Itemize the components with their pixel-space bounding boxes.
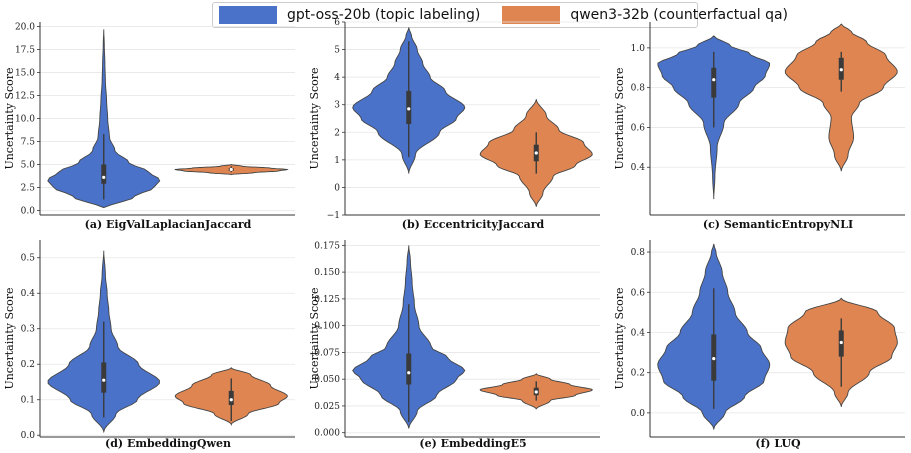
y-tick-label: 15.0 bbox=[15, 69, 35, 79]
legend-item-gpt-oss: gpt-oss-20b (topic labeling) bbox=[219, 6, 480, 24]
legend-swatch-gpt-oss bbox=[219, 6, 277, 24]
y-tick-label: 0.075 bbox=[314, 348, 340, 358]
y-tick-label: 3 bbox=[334, 101, 340, 111]
y-axis-label: Uncertainty Score bbox=[3, 287, 16, 389]
y-tick-label: 0.0 bbox=[21, 431, 36, 441]
median-qwen bbox=[229, 398, 233, 402]
y-tick-label: 17.5 bbox=[15, 46, 35, 56]
median-gpt-oss bbox=[712, 78, 716, 82]
y-tick-label: 0.050 bbox=[314, 375, 340, 385]
median-gpt-oss bbox=[102, 175, 106, 179]
panel-title: (a) EigValLaplacianJaccard bbox=[85, 218, 252, 231]
y-tick-label: 0.0 bbox=[631, 409, 646, 419]
y-tick-label: 5.0 bbox=[21, 160, 36, 170]
panel-2: −1 0 1 2 3 4 5 6 Uncertainty Score (b) Eccentrici… bbox=[308, 18, 600, 231]
iqr-box-gpt-oss bbox=[711, 67, 717, 98]
y-axis-label: Uncertainty Score bbox=[613, 287, 626, 389]
y-tick-label: 0.000 bbox=[314, 429, 340, 439]
iqr-box-gpt-oss bbox=[406, 353, 412, 385]
y-tick-label: 0.2 bbox=[631, 369, 645, 379]
panel-3: 0.4 0.6 0.8 1.0 Uncertainty Score (c) Semanti… bbox=[613, 22, 905, 231]
y-tick-label: 2 bbox=[334, 128, 340, 138]
panel-1: 0.0 2.5 5.0 7.5 10.0 12.5 15.0 17.5 20.0 Uncertai… bbox=[3, 22, 295, 231]
panel-title: (b) EccentricityJaccard bbox=[402, 218, 545, 231]
legend-label-qwen: qwen3-32b (counterfactual qa) bbox=[570, 7, 789, 23]
y-axis-label: Uncertainty Score bbox=[308, 67, 321, 169]
y-tick-label: 5 bbox=[334, 46, 340, 56]
panel-5: 0.000 0.025 0.050 0.075 0.100 0.125 0.150 0.175… bbox=[308, 240, 600, 450]
panel-title: (c) SemanticEntropyNLI bbox=[703, 218, 853, 231]
iqr-box-gpt-oss bbox=[101, 362, 107, 393]
panel-6: 0.0 0.2 0.4 0.6 0.8 Uncertainty Score (f) LUQ bbox=[613, 240, 905, 450]
iqr-box-qwen bbox=[228, 390, 234, 406]
violin-qwen bbox=[784, 23, 898, 172]
legend-swatch-qwen bbox=[502, 6, 561, 24]
panel-title: (f) LUQ bbox=[755, 437, 801, 450]
median-gpt-oss bbox=[407, 371, 411, 375]
y-tick-label: 0 bbox=[334, 183, 340, 193]
y-tick-label: 0.8 bbox=[631, 248, 646, 258]
y-tick-label: 0.6 bbox=[631, 123, 646, 133]
panel-title: (d) EmbeddingQwen bbox=[105, 437, 231, 450]
y-tick-label: 10.0 bbox=[15, 115, 35, 125]
y-tick-label: 0.100 bbox=[314, 322, 340, 332]
median-qwen bbox=[839, 340, 843, 345]
y-tick-label: 0.8 bbox=[631, 84, 646, 94]
y-tick-label: 0.4 bbox=[21, 289, 36, 299]
y-tick-label: 0.4 bbox=[631, 163, 646, 173]
median-qwen bbox=[229, 167, 233, 172]
y-tick-label: 0.3 bbox=[21, 325, 36, 335]
y-tick-label: 0.0 bbox=[21, 206, 36, 216]
median-gpt-oss bbox=[102, 378, 106, 382]
legend: gpt-oss-20b (topic labeling) qwen3-32b (… bbox=[212, 2, 788, 28]
median-qwen bbox=[839, 68, 843, 72]
y-tick-label: 0.175 bbox=[314, 241, 340, 251]
y-tick-label: 0.4 bbox=[631, 328, 646, 338]
violin-gpt-oss bbox=[47, 29, 161, 209]
panel-4: 0.0 0.1 0.2 0.3 0.4 0.5 Uncertainty Score (d) E… bbox=[3, 240, 295, 450]
y-axis-label: Uncertainty Score bbox=[308, 287, 321, 389]
y-tick-label: 0.125 bbox=[314, 295, 340, 305]
y-tick-label: 6 bbox=[334, 18, 340, 28]
y-tick-label: 20.0 bbox=[15, 23, 35, 33]
y-tick-label: −1 bbox=[327, 211, 340, 221]
y-tick-label: 0.150 bbox=[314, 268, 340, 278]
median-qwen bbox=[534, 151, 538, 155]
y-tick-label: 0.5 bbox=[21, 254, 36, 264]
y-tick-label: 0.2 bbox=[21, 360, 35, 370]
legend-label-gpt-oss: gpt-oss-20b (topic labeling) bbox=[287, 7, 481, 23]
y-tick-label: 1.0 bbox=[631, 44, 646, 54]
y-tick-label: 7.5 bbox=[21, 137, 36, 147]
median-qwen bbox=[534, 390, 538, 394]
panel-title: (e) EmbeddingE5 bbox=[419, 437, 526, 450]
y-tick-label: 1 bbox=[334, 156, 340, 166]
y-tick-label: 0.1 bbox=[21, 396, 35, 406]
median-gpt-oss bbox=[712, 357, 716, 361]
y-tick-label: 0.6 bbox=[631, 288, 646, 298]
y-tick-label: 2.5 bbox=[21, 183, 36, 193]
y-tick-label: 12.5 bbox=[15, 92, 35, 102]
y-tick-label: 4 bbox=[334, 73, 340, 83]
median-gpt-oss bbox=[407, 107, 411, 111]
iqr-box-gpt-oss bbox=[101, 164, 107, 184]
legend-item-qwen: qwen3-32b (counterfactual qa) bbox=[502, 6, 788, 24]
y-tick-label: 0.025 bbox=[314, 402, 340, 412]
y-axis-label: Uncertainty Score bbox=[3, 67, 16, 169]
y-axis-label: Uncertainty Score bbox=[613, 67, 626, 169]
